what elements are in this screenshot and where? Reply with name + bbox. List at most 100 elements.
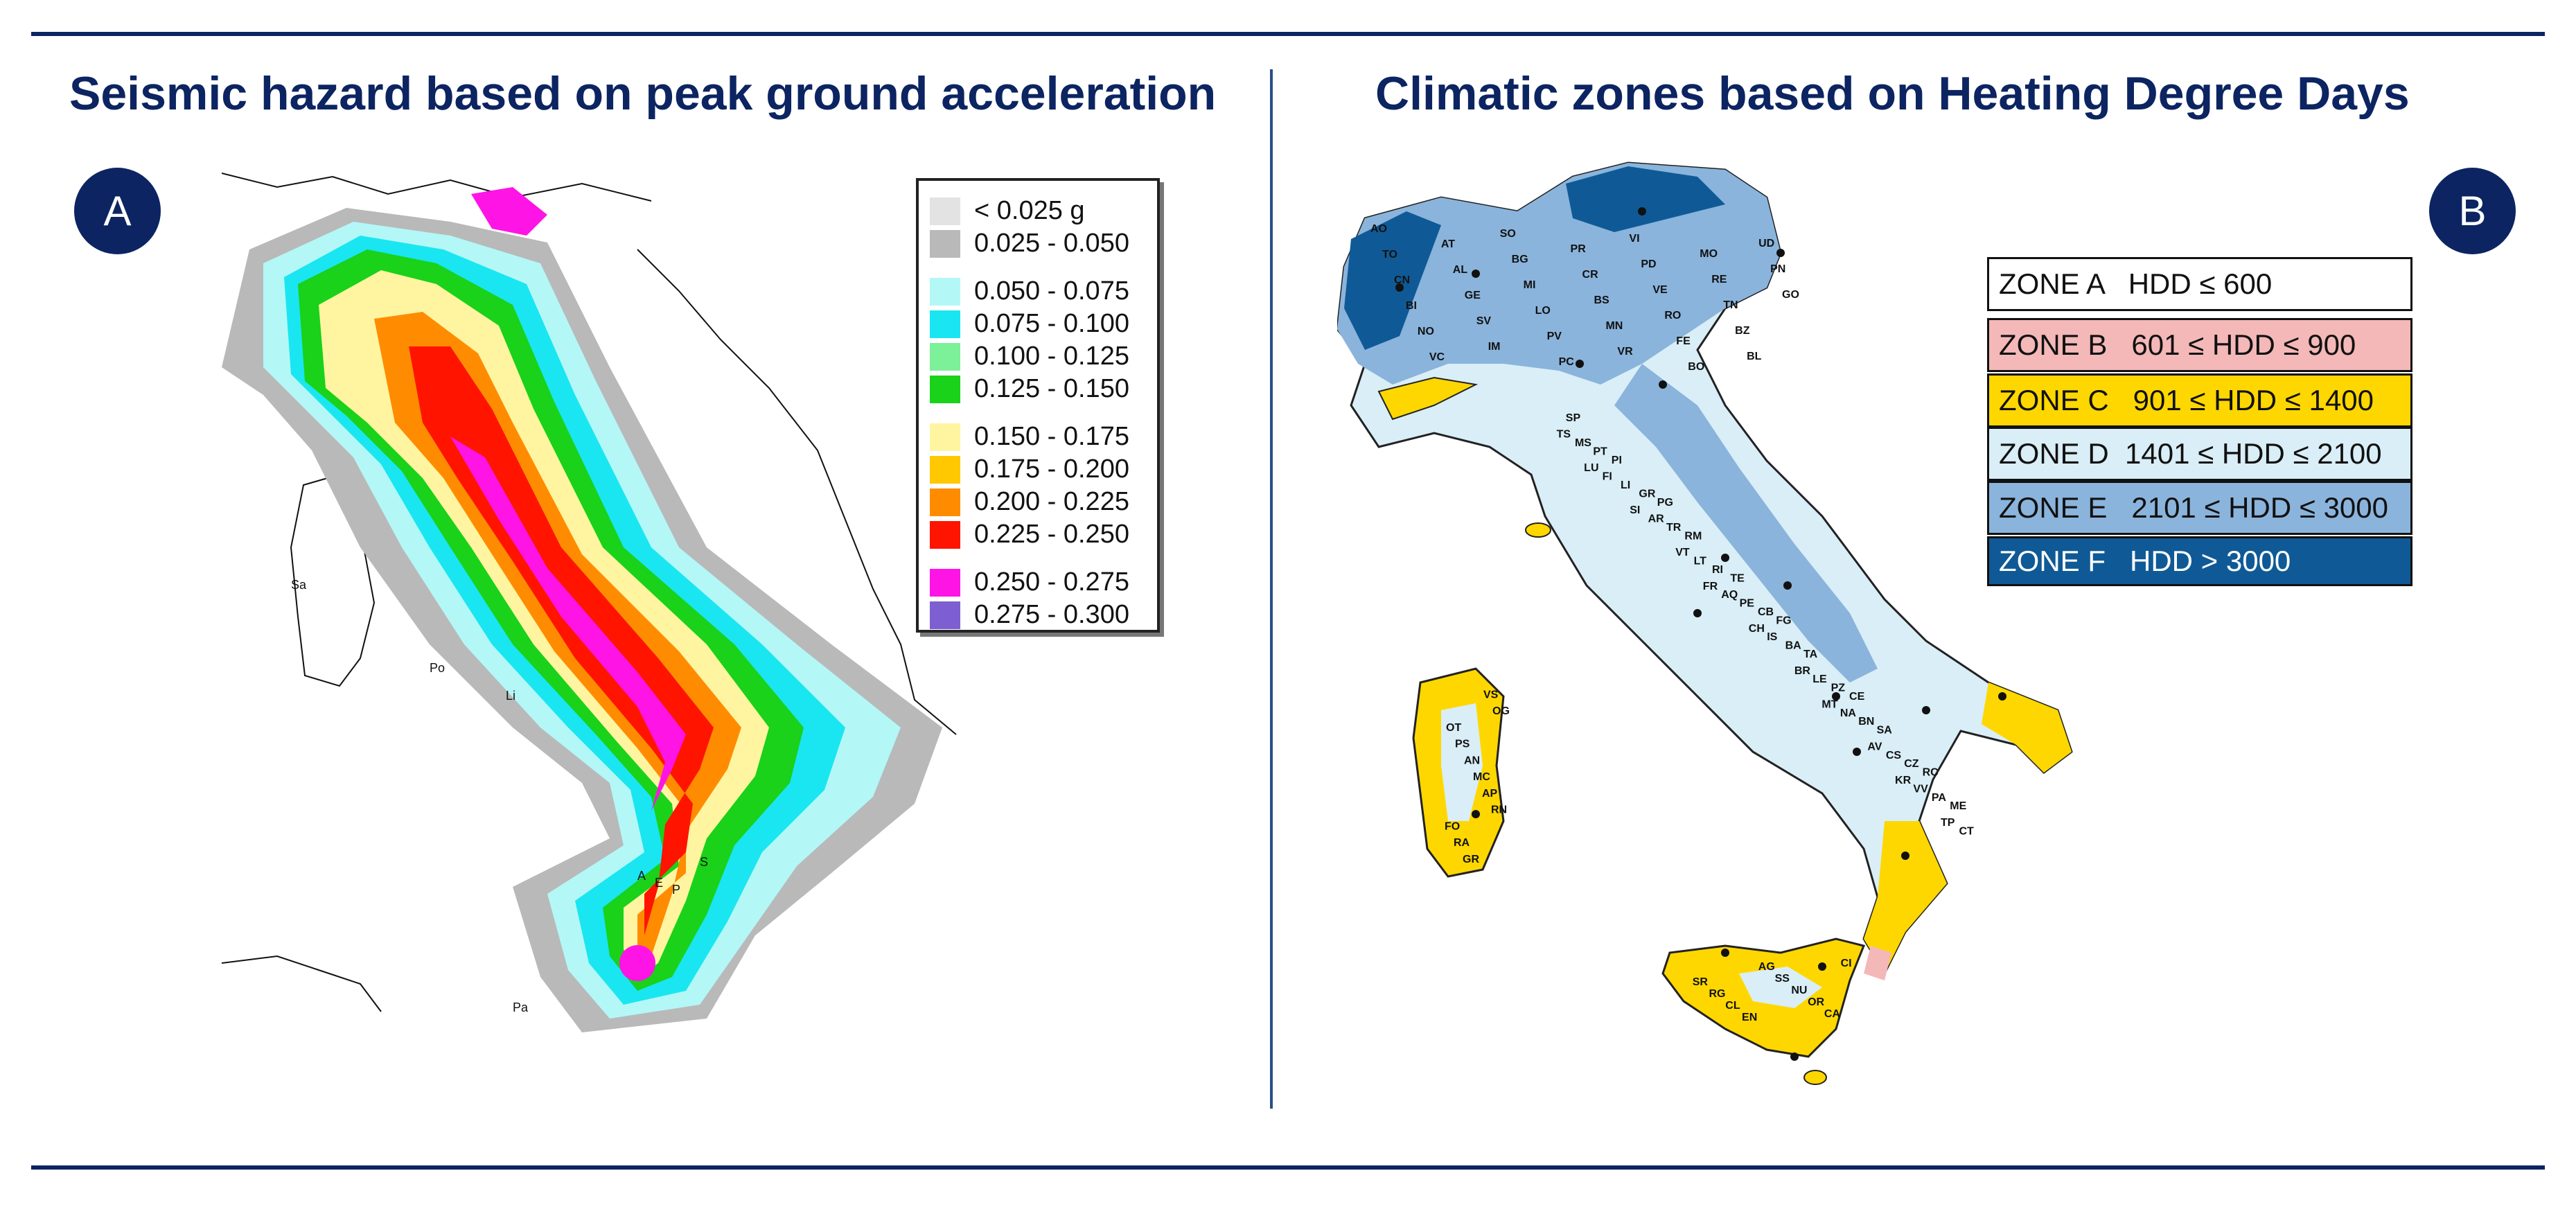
zone-f-alps-east bbox=[1566, 166, 1725, 232]
balkan-coast bbox=[637, 249, 957, 735]
climate-zones-map: AO TO CN BI NO VC AT AL GE SV IM SO BG MI LO PV PC PR CR BS… bbox=[1337, 161, 2073, 1085]
zone-e-apennines bbox=[1614, 364, 1878, 682]
legend-label: 0.175 - 0.200 bbox=[974, 455, 1129, 484]
city-label: TE bbox=[1730, 572, 1745, 584]
legend-row: 0.125 - 0.150 bbox=[930, 373, 1157, 405]
city-label: GE bbox=[1465, 290, 1481, 301]
legend-swatch bbox=[930, 568, 960, 597]
seismic-title: Seismic hazard based on peak ground acce… bbox=[69, 67, 1217, 120]
legend-row: 0.150 - 0.175 bbox=[930, 421, 1157, 453]
legend-label: 0.225 - 0.250 bbox=[974, 520, 1129, 549]
legend-swatch bbox=[930, 520, 960, 549]
city-label: RA bbox=[1454, 837, 1470, 849]
city-label: FO bbox=[1445, 820, 1460, 832]
city-label: AN bbox=[1464, 755, 1480, 766]
legend-row: 0.225 - 0.250 bbox=[930, 518, 1157, 551]
zone-b-reggio bbox=[1864, 946, 1891, 980]
city-label: TP bbox=[1941, 817, 1955, 829]
city-label: BI bbox=[1406, 300, 1417, 312]
city-label: AT bbox=[1441, 238, 1455, 250]
city-label: TS bbox=[1557, 429, 1571, 441]
seismic-map-label: Li bbox=[506, 689, 515, 703]
city-label: RM bbox=[1684, 530, 1702, 542]
city-label: CT bbox=[1959, 825, 1974, 837]
city-label: OG bbox=[1492, 705, 1510, 717]
city-label: BO bbox=[1688, 361, 1704, 373]
city-label: UD bbox=[1758, 238, 1774, 249]
legend-swatch bbox=[930, 229, 960, 258]
legend-swatch bbox=[930, 342, 960, 371]
city-label: CS bbox=[1886, 750, 1902, 761]
legend-label: < 0.025 g bbox=[974, 196, 1085, 225]
city-label: BZ bbox=[1735, 325, 1750, 337]
city-label: MO bbox=[1700, 248, 1718, 260]
city-label: MS bbox=[1575, 437, 1591, 449]
bottom-rule bbox=[31, 1165, 2545, 1170]
city-label: PI bbox=[1612, 455, 1622, 466]
zone-f-label: ZONE F HDD > 3000 bbox=[1999, 545, 2291, 577]
city-label: BN bbox=[1858, 716, 1874, 728]
city-label: TO bbox=[1382, 249, 1397, 261]
city-label: SV bbox=[1476, 315, 1492, 327]
city-label: RG bbox=[1709, 988, 1726, 1000]
city-label: GO bbox=[1782, 289, 1799, 301]
city-label: FR bbox=[1703, 581, 1718, 592]
city-label: BL bbox=[1747, 351, 1762, 362]
seismic-map-label: S bbox=[700, 855, 708, 869]
zone-f-alps-west bbox=[1344, 211, 1441, 350]
city-label: FI bbox=[1603, 471, 1612, 483]
city-label: AG bbox=[1758, 961, 1775, 973]
city-label: PD bbox=[1641, 258, 1656, 270]
legend-label: 0.075 - 0.100 bbox=[974, 309, 1129, 338]
legend-label: 0.200 - 0.225 bbox=[974, 487, 1129, 516]
city-label: OR bbox=[1808, 996, 1824, 1008]
legend-row: 0.175 - 0.200 bbox=[930, 453, 1157, 486]
city-label: CE bbox=[1849, 691, 1865, 703]
city-label: LU bbox=[1584, 462, 1598, 474]
city-label: CZ bbox=[1904, 758, 1919, 770]
legend-row: 0.075 - 0.100 bbox=[930, 308, 1157, 340]
city-label: GR bbox=[1463, 854, 1479, 865]
city-label: PA bbox=[1932, 792, 1946, 804]
legend-row: 0.025 - 0.050 bbox=[930, 227, 1157, 260]
city-label: RI bbox=[1712, 564, 1723, 576]
legend-swatch bbox=[930, 310, 960, 338]
zone-a-label: ZONE A HDD ≤ 600 bbox=[1999, 267, 2273, 300]
city-label: RO bbox=[1664, 310, 1681, 321]
city-label: RC bbox=[1923, 767, 1939, 779]
city-label: SI bbox=[1630, 504, 1640, 516]
city-dots bbox=[1395, 207, 2006, 1061]
city-label: KR bbox=[1895, 775, 1912, 786]
city-label: ME bbox=[1950, 800, 1966, 812]
city-label: AR bbox=[1648, 513, 1665, 525]
seismic-hazard-map: Sa Po Li A E P S Pa bbox=[222, 173, 957, 1032]
legend-swatch bbox=[930, 277, 960, 306]
city-label: BS bbox=[1594, 294, 1609, 306]
city-label: OT bbox=[1446, 722, 1461, 734]
legend-row: < 0.025 g bbox=[930, 195, 1157, 227]
seismic-map-label: Pa bbox=[513, 1001, 529, 1014]
city-label: LO bbox=[1535, 305, 1551, 317]
city-label: VR bbox=[1617, 346, 1633, 358]
seismic-map-label: Po bbox=[430, 661, 445, 675]
city-label: RE bbox=[1711, 274, 1727, 285]
hazard-magenta bbox=[450, 437, 686, 811]
city-label: NA bbox=[1840, 707, 1857, 719]
city-label: PV bbox=[1547, 331, 1562, 342]
zone-a-box: ZONE A HDD ≤ 600 bbox=[1987, 257, 2412, 311]
city-label: SA bbox=[1877, 725, 1893, 737]
city-label: NU bbox=[1791, 985, 1807, 996]
city-label: VV bbox=[1913, 783, 1928, 795]
city-label: SS bbox=[1775, 973, 1790, 985]
city-label: BR bbox=[1794, 665, 1811, 677]
north-border bbox=[222, 173, 652, 202]
city-label: PN bbox=[1770, 263, 1785, 275]
city-label: MN bbox=[1605, 320, 1623, 332]
seismic-legend: < 0.025 g 0.025 - 0.050 0.050 - 0.075 0.… bbox=[916, 178, 1160, 633]
legend-label: 0.150 - 0.175 bbox=[974, 422, 1129, 451]
city-label: CR bbox=[1582, 269, 1599, 281]
city-label: VS bbox=[1483, 689, 1499, 701]
city-label: TA bbox=[1803, 649, 1818, 660]
city-label: LI bbox=[1621, 479, 1630, 491]
city-label: CI bbox=[1841, 958, 1852, 969]
